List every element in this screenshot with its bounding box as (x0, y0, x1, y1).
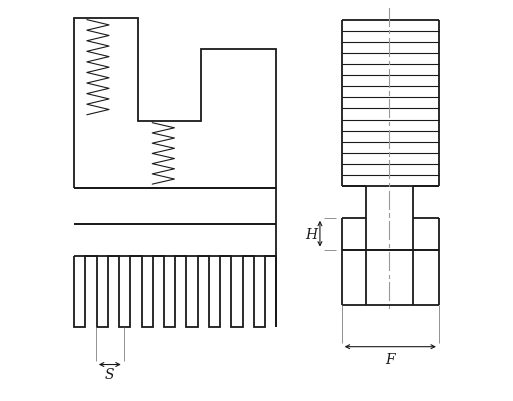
Text: F: F (385, 352, 395, 366)
Text: S: S (105, 368, 114, 381)
Text: H: H (305, 227, 317, 241)
